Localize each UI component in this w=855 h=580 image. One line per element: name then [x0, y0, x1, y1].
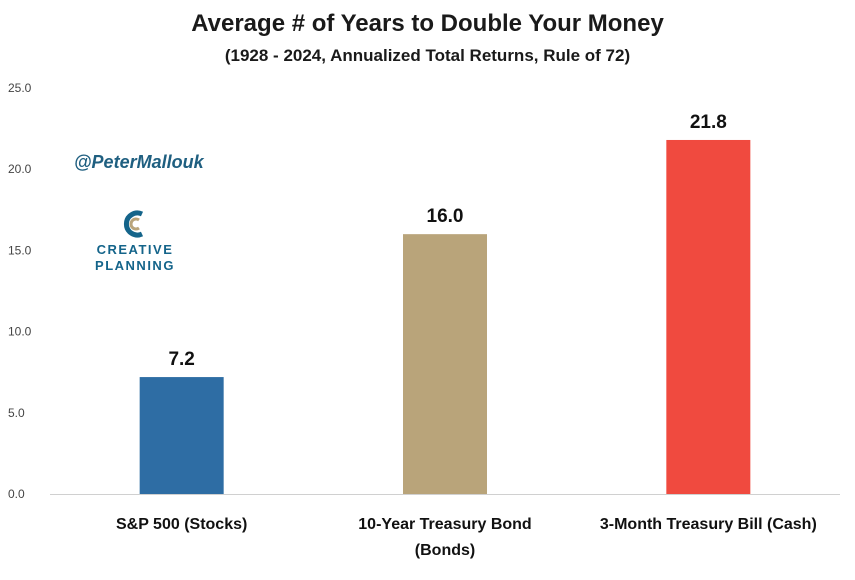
- y-tick-label: 5.0: [8, 406, 25, 420]
- chart-subtitle: (1928 - 2024, Annualized Total Returns, …: [224, 46, 631, 65]
- category-label: 10-Year Treasury Bond: [358, 516, 531, 533]
- logo-text-line1: CREATIVE: [96, 242, 174, 257]
- y-tick-label: 10.0: [8, 325, 32, 339]
- data-label: 7.2: [168, 349, 194, 370]
- bar-1: [139, 377, 224, 494]
- bar-2: [403, 234, 487, 494]
- category-label: 3-Month Treasury Bill (Cash): [600, 516, 817, 533]
- y-tick-label: 15.0: [8, 243, 32, 257]
- twitter-handle: @PeterMallouk: [74, 152, 204, 172]
- y-tick-label: 25.0: [8, 81, 32, 95]
- data-label: 16.0: [427, 206, 464, 227]
- category-label: S&P 500 (Stocks): [116, 516, 247, 533]
- logo-text-line2: PLANNING: [95, 258, 175, 273]
- chart-title: Average # of Years to Double Your Money: [191, 10, 664, 37]
- bar-3: [666, 139, 751, 494]
- y-tick-label: 0.0: [8, 487, 25, 501]
- y-tick-label: 20.0: [8, 162, 32, 176]
- category-label: (Bonds): [415, 542, 475, 559]
- creative-planning-logo: CREATIVE PLANNING: [70, 210, 200, 274]
- creative-planning-logo-icon: [123, 210, 144, 238]
- data-label: 21.8: [690, 112, 727, 133]
